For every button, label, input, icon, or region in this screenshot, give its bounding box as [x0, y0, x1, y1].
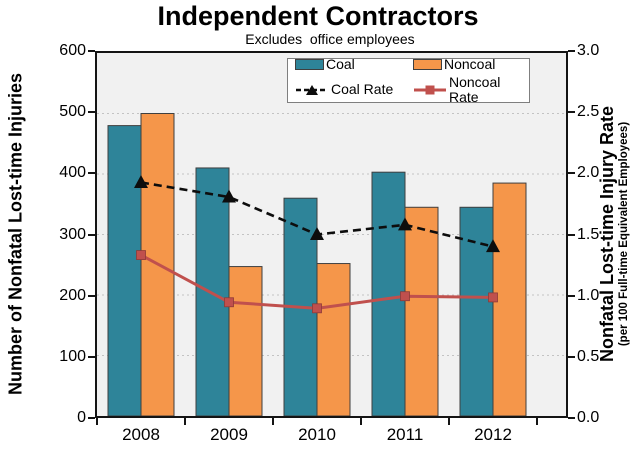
coal-bar [107, 125, 142, 417]
coal-rate-marker [398, 217, 412, 231]
left-axis-tick [88, 355, 95, 358]
coal-rate-marker [486, 239, 500, 253]
coal-swatch-icon [295, 58, 324, 70]
plot-area [95, 51, 568, 418]
right-tick-label: 2.5 [577, 103, 600, 121]
noncoal-rate-marker [488, 292, 498, 303]
left-tick-label: 500 [59, 103, 86, 121]
x-axis-tick [448, 418, 450, 425]
left-axis-tick [88, 294, 95, 297]
coal-bar [459, 206, 494, 417]
x-axis-tick [184, 418, 186, 425]
legend: Coal Noncoal Coal Rate Noncoal Rate [287, 55, 530, 105]
noncoal-rate-line-icon [414, 85, 446, 94]
right-axis-tick [568, 50, 575, 52]
legend-item-noncoal-rate: Noncoal Rate [413, 73, 529, 105]
x-axis-tick [272, 418, 274, 425]
left-tick-label: 0 [77, 409, 86, 426]
left-tick-label: 300 [59, 225, 86, 243]
right-tick-label: 1.5 [577, 225, 600, 243]
coal-rate-marker [310, 227, 324, 240]
x-axis-tick [536, 418, 538, 425]
left-tick-label: 400 [59, 164, 86, 182]
legend-label-coal-rate: Coal Rate [331, 81, 394, 97]
right-tick-label: 0.5 [577, 347, 600, 365]
noncoal-rate-marker [224, 297, 234, 308]
noncoal-bar [316, 263, 351, 417]
right-tick-label: 3.0 [577, 42, 600, 59]
legend-label-noncoal: Noncoal [444, 55, 496, 72]
x-tick-label: 2012 [474, 425, 512, 444]
right-tick-label: 0.0 [577, 409, 600, 426]
coal-rate-legend-triangle [306, 84, 318, 95]
right-tick-label: 2.0 [577, 164, 600, 182]
x-tick-label: 2010 [298, 425, 336, 444]
right-axis-title-sub: (per 100 Full-time Equivalent Employees) [617, 121, 630, 347]
noncoal-rate-legend-square [425, 85, 435, 94]
legend-label-noncoal-rate: Noncoal Rate [449, 73, 501, 105]
left-tick-label: 200 [59, 286, 86, 304]
legend-item-noncoal: Noncoal [413, 55, 529, 72]
left-axis-tick [88, 111, 95, 114]
coal-rate-line-icon [296, 84, 328, 95]
right-axis-tick [568, 111, 575, 114]
right-axis-tick [568, 233, 575, 236]
left-tick-label: 100 [59, 347, 86, 365]
right-axis-tick [568, 294, 575, 297]
legend-item-coal-rate: Coal Rate [295, 75, 413, 105]
x-tick-label: 2008 [122, 425, 160, 444]
right-tick-label: 1.0 [577, 286, 600, 304]
coal-rate-marker [222, 189, 236, 203]
left-tick-label: 600 [59, 42, 86, 59]
x-tick-label: 2011 [386, 425, 424, 444]
left-axis-tick [88, 172, 95, 175]
chart-title: Independent Contractors [157, 1, 479, 31]
noncoal-rate-marker [136, 250, 146, 260]
left-axis-tick [88, 233, 95, 236]
noncoal-swatch-icon [413, 58, 442, 70]
left-axis-title: Number of Nonfatal Lost-time Injuries [5, 72, 26, 396]
coal-bar [371, 171, 406, 417]
left-axis-tick [88, 50, 95, 52]
plot-svg [97, 113, 566, 417]
right-axis-tick [568, 417, 575, 419]
coal-rate-marker [134, 174, 148, 188]
chart-subtitle: Excludes office employees [245, 31, 415, 47]
left-axis-tick [88, 417, 95, 419]
x-axis-tick [360, 418, 362, 425]
noncoal-bar [492, 182, 527, 417]
right-axis-tick [568, 355, 575, 358]
right-axis-tick [568, 172, 575, 175]
noncoal-bar [404, 206, 439, 417]
x-axis-tick [96, 418, 98, 425]
x-tick-label: 2009 [210, 425, 248, 444]
noncoal-rate-marker [312, 303, 322, 314]
noncoal-rate-marker [400, 291, 410, 302]
legend-item-coal: Coal [295, 55, 413, 72]
noncoal-bar [228, 266, 263, 417]
legend-label-coal: Coal [326, 55, 355, 72]
